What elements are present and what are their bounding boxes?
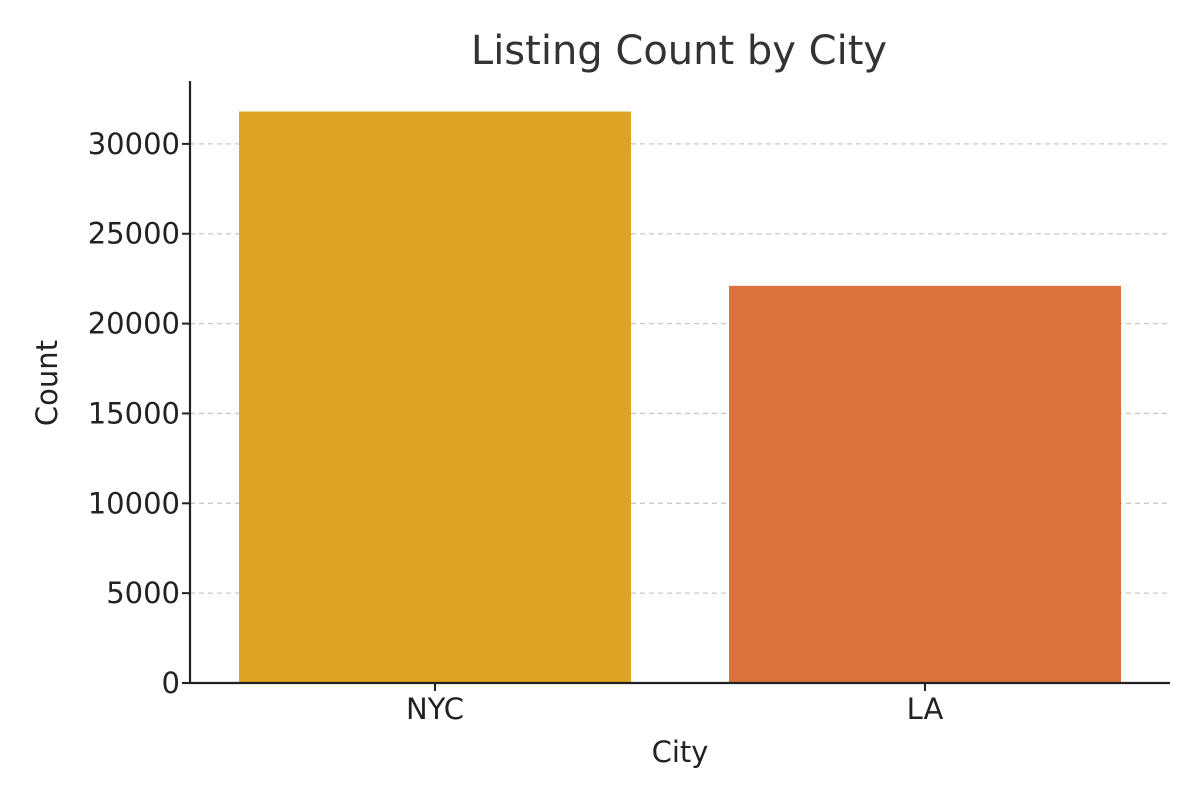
y-tick-label: 5000 (106, 576, 180, 610)
bar-layer (239, 111, 1121, 683)
chart-title: Listing Count by City (471, 28, 887, 74)
y-axis-label: Count (30, 340, 64, 426)
y-tick-label: 0 (162, 666, 180, 700)
y-tick-label: 25000 (88, 217, 180, 251)
bar-la (729, 285, 1121, 683)
axis-layer (188, 81, 1170, 685)
x-axis-label: City (652, 735, 709, 769)
y-tick-label: 10000 (88, 486, 180, 520)
bar-nyc (239, 111, 631, 683)
y-tick-label: 20000 (88, 307, 180, 341)
tick-layer: 0 5000 10000 15000 20000 25000 30000 NYC LA (88, 127, 944, 726)
y-tick-label: 30000 (88, 127, 180, 161)
x-tick-label: NYC (406, 692, 464, 726)
x-tick-label: LA (907, 692, 944, 726)
y-tick-label: 15000 (88, 396, 180, 430)
